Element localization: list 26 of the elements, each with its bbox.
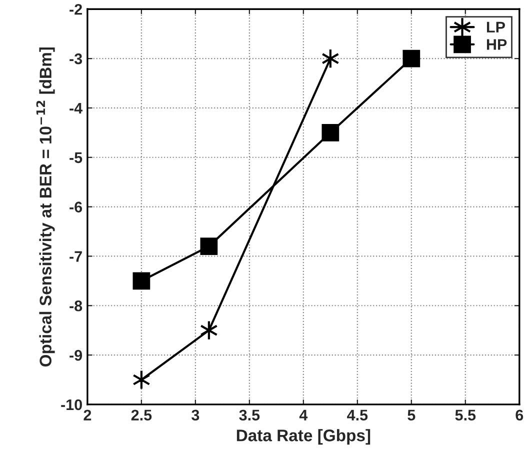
x-tick-label: 4 (299, 410, 308, 420)
x-tick-label: 4.5 (347, 410, 368, 421)
point (132, 272, 150, 290)
x-tick-label: 5 (408, 410, 416, 421)
y-tick-label: -6 (70, 202, 82, 212)
y-tick-label: -10 (61, 399, 82, 410)
y-tick-label: -7 (70, 251, 82, 262)
x-tick-label: 2 (84, 410, 92, 420)
point (200, 238, 218, 256)
point (402, 50, 420, 68)
x-tick-label: 6 (516, 410, 524, 421)
y-tick-label: -4 (70, 102, 83, 114)
point (322, 124, 340, 142)
x-tick-label: 3.5 (239, 410, 260, 421)
x-tick-label: 3 (192, 410, 200, 421)
x-tick-label: 5.5 (455, 410, 476, 421)
legend-label: HP (486, 39, 507, 50)
y-tick-label: -2 (70, 4, 82, 15)
y-tick-label: -5 (70, 152, 82, 164)
y-tick-label: -3 (70, 53, 82, 64)
y-tick-label: -8 (70, 300, 82, 312)
x-tick-label: 2.5 (131, 410, 152, 421)
y-tick-label: -9 (70, 350, 82, 361)
legend-label: LP (486, 22, 505, 32)
y-axis-title: Optical Sensitivity at BER = 10$^{−12}$ [dBm] (36, 47, 55, 367)
x-axis-title: Data Rate [Gbps] (236, 429, 370, 445)
